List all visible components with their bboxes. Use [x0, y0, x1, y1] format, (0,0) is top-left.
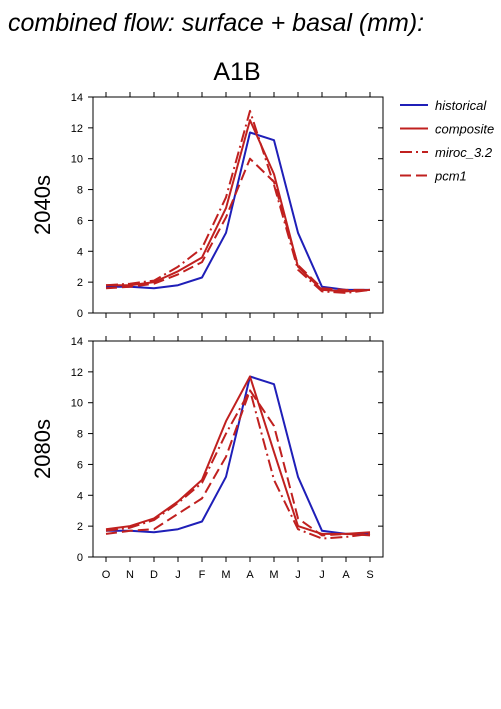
- figure-title: combined flow: surface + basal (mm):: [8, 9, 424, 37]
- legend: historical composite miroc_3.2 pcm1: [400, 98, 494, 184]
- x-tick-label: N: [126, 569, 134, 581]
- row-label: 2080s: [30, 419, 55, 479]
- x-tick-label: J: [295, 569, 301, 581]
- y-tick-label: 8: [77, 185, 83, 197]
- x-tick-label: A: [246, 569, 254, 581]
- plot-frame: [92, 340, 384, 558]
- x-tick-label: M: [269, 569, 278, 581]
- panel-2040s: 0 2 4 6 8 10 12 14 2040s: [30, 92, 384, 320]
- y-tick-label: 10: [71, 398, 83, 410]
- panel-2080s: 0 2 4 6 8 10 12 14 O N D J F M A M J J A S 2080s: [30, 336, 384, 581]
- legend-label-historical: historical: [435, 98, 487, 113]
- y-tick-label: 0: [77, 552, 83, 564]
- x-tick-label: J: [319, 569, 325, 581]
- series-line-pcm1: [105, 157, 370, 291]
- y-tick-label: 0: [77, 308, 83, 320]
- y-tick-label: 14: [71, 92, 83, 104]
- y-tick-label: 4: [77, 490, 83, 502]
- scenario-title: A1B: [213, 58, 260, 86]
- x-tick-label: M: [221, 569, 230, 581]
- x-tick-label: S: [366, 569, 373, 581]
- panels: 0 2 4 6 8 10 12 14 2040s 0 2 4 6 8 10 12 14 O N D J F M A M J J A S 2…: [30, 92, 384, 581]
- series-line-composite: [105, 375, 371, 535]
- y-tick-label: 2: [77, 521, 83, 533]
- y-tick-label: 10: [71, 154, 83, 166]
- x-tick-label: A: [342, 569, 350, 581]
- series-line-pcm1: [105, 389, 371, 537]
- series-line-miroc_3.2: [105, 389, 371, 540]
- y-tick-label: 12: [71, 367, 83, 379]
- y-tick-label: 12: [71, 123, 83, 135]
- x-tick-label: J: [175, 569, 181, 581]
- legend-label-composite: composite: [435, 122, 494, 137]
- y-tick-label: 8: [77, 429, 83, 441]
- y-tick-label: 6: [77, 459, 83, 471]
- x-tick-label: F: [199, 569, 206, 581]
- series-line-historical: [106, 131, 370, 291]
- y-tick-label: 2: [77, 277, 83, 289]
- y-tick-label: 4: [77, 246, 83, 258]
- series-line-historical: [106, 375, 370, 535]
- series-line-miroc_3.2: [105, 109, 371, 294]
- x-tick-label: D: [150, 569, 158, 581]
- legend-label-miroc_3.2: miroc_3.2: [435, 145, 493, 160]
- series-line-composite: [106, 119, 371, 293]
- y-tick-label: 14: [71, 336, 83, 348]
- legend-label-pcm1: pcm1: [434, 169, 467, 184]
- plot-frame: [92, 96, 384, 314]
- row-label: 2040s: [30, 175, 55, 235]
- y-tick-label: 6: [77, 215, 83, 227]
- x-tick-label: O: [102, 569, 111, 581]
